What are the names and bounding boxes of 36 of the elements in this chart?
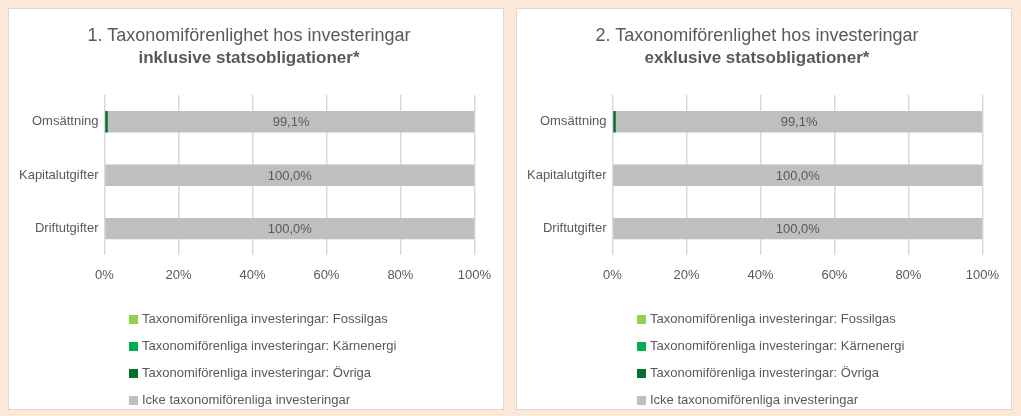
x-tick-label: 40% <box>747 266 774 282</box>
x-tick-label: 20% <box>165 266 192 282</box>
y-tick-label: Driftutgifter <box>34 220 100 236</box>
legend-label: Taxonomiförenliga investeringar: Fossilgas <box>649 310 897 328</box>
y-tick-label: Driftutgifter <box>542 220 608 236</box>
legend-label: Taxonomiförenliga investeringar: Fossilgas <box>141 310 389 328</box>
y-tick-label: Kapitalutgifter <box>18 166 100 182</box>
y-tick-label: Omsättning <box>32 113 99 129</box>
data-label: 99,1% <box>780 114 818 130</box>
legend-label: Taxonomiförenliga investeringar: Kärnenergi <box>649 337 905 355</box>
legend-label: Taxonomiförenliga investeringar: Övriga <box>649 364 881 382</box>
chart-subtitle: exklusive statsobligationer* <box>644 48 870 68</box>
x-tick-label: 60% <box>313 266 340 282</box>
x-tick-label: 100% <box>965 266 1000 282</box>
data-label: 100,0% <box>775 167 821 183</box>
x-tick-label: 0% <box>95 266 115 282</box>
y-tick-label: Kapitalutgifter <box>526 166 608 182</box>
chart-subtitle: inklusive statsobligationer* <box>138 48 360 68</box>
x-tick-label: 80% <box>895 266 922 282</box>
x-tick-label: 0% <box>603 266 623 282</box>
legend-label: Taxonomiförenliga investeringar: Kärnenergi <box>141 337 397 355</box>
x-tick-label: 80% <box>387 266 414 282</box>
data-label: 99,1% <box>272 114 310 130</box>
chart-title: 1. Taxonomiförenlighet hos investeringar <box>87 24 411 45</box>
legend-label: Taxonomiförenliga investeringar: Övriga <box>141 364 373 382</box>
y-tick-label: Omsättning <box>540 113 607 129</box>
chart-title: 2. Taxonomiförenlighet hos investeringar <box>595 24 919 45</box>
data-label: 100,0% <box>775 221 821 237</box>
legend-label: Icke taxonomiförenliga investeringar <box>649 391 860 409</box>
x-tick-label: 100% <box>457 266 492 282</box>
x-tick-label: 20% <box>673 266 700 282</box>
data-label: 100,0% <box>267 167 313 183</box>
legend-label: Icke taxonomiförenliga investeringar <box>141 391 352 409</box>
x-tick-label: 40% <box>239 266 266 282</box>
x-tick-label: 60% <box>821 266 848 282</box>
data-label: 100,0% <box>267 221 313 237</box>
